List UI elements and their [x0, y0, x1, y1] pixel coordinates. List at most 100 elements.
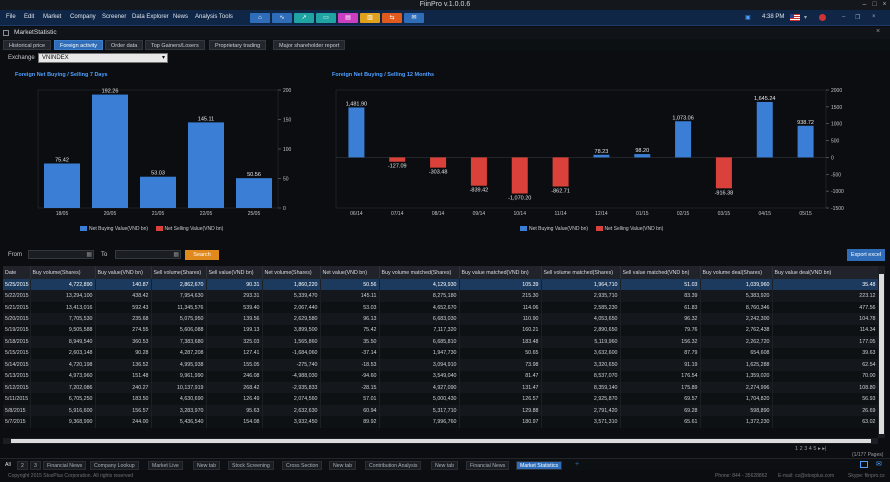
- maximize-button[interactable]: □: [872, 1, 877, 8]
- table-row[interactable]: 5/7/2015 9,368,990 244.00 5,436,540 154.08 3,…: [3, 416, 878, 428]
- table-row[interactable]: 5/15/2015 2,603,148 90.28 4,287,208 127.41 -1…: [3, 347, 878, 360]
- column-header[interactable]: Sell volume(Shares): [151, 266, 207, 279]
- notification-icon[interactable]: ▣: [745, 15, 751, 21]
- menu-data-explorer[interactable]: Data Explorer: [132, 14, 169, 20]
- workspace-tab-financial-news[interactable]: Financial News: [466, 461, 510, 470]
- workspace-tab-new-tab[interactable]: New tab: [431, 461, 459, 470]
- table-cell: 5/19/2015: [3, 324, 31, 337]
- next-page-icon[interactable]: ▸: [817, 446, 821, 452]
- power-icon[interactable]: [819, 14, 826, 21]
- table-row[interactable]: 5/12/2015 7,202,086 240.27 10,137,919 268.42…: [3, 381, 878, 394]
- workspace-tab-cross-section[interactable]: Cross Section: [282, 461, 323, 470]
- workspace-tab-financial-news[interactable]: Financial News: [43, 461, 87, 470]
- close-icon[interactable]: ×: [872, 14, 876, 20]
- search-button[interactable]: Search: [185, 250, 219, 260]
- table-cell: 7,383,680: [151, 336, 207, 348]
- export-excel-button[interactable]: Export excel: [847, 249, 885, 261]
- tab-proprietary-trading[interactable]: Proprietary trading: [209, 40, 267, 50]
- column-header[interactable]: Net volume(Shares): [262, 266, 321, 279]
- close-window-button[interactable]: ×: [882, 1, 887, 8]
- last-page-icon[interactable]: ▸|: [822, 446, 827, 452]
- column-header[interactable]: Sell value matched(VND bn): [620, 266, 701, 279]
- table-row[interactable]: 5/20/2015 7,705,530 235.68 5,075,950 139.56 2…: [3, 313, 878, 325]
- workspace-tab-2[interactable]: 2: [17, 461, 28, 470]
- restore-icon[interactable]: ❐: [855, 15, 861, 21]
- bar-chart-icon[interactable]: ▥: [360, 13, 380, 23]
- workspace-tab-market-live[interactable]: Market Live: [148, 461, 183, 470]
- table-row[interactable]: 5/18/2015 8,949,540 360.53 7,383,680 325.03 1…: [3, 336, 878, 348]
- from-date-input[interactable]: ▦: [28, 250, 94, 259]
- calendar-icon[interactable]: ▦: [173, 252, 179, 258]
- monitor-icon[interactable]: ▭: [316, 13, 336, 23]
- tab-major-shareholder-report[interactable]: Major shareholder report: [273, 40, 346, 50]
- min-icon[interactable]: –: [842, 14, 846, 20]
- page-link-5[interactable]: 5: [813, 446, 817, 452]
- tab-historical-price[interactable]: Historical price: [3, 40, 52, 50]
- menu-news[interactable]: News: [173, 14, 189, 20]
- table-cell: 114.34: [772, 324, 878, 337]
- table-vertical-scrollbar[interactable]: [878, 266, 885, 438]
- column-header[interactable]: Buy value deal(VND bn): [772, 266, 878, 279]
- menu-company[interactable]: Company: [70, 14, 96, 20]
- table-row[interactable]: 5/21/2015 13,413,016 592.43 11,345,576 539.4…: [3, 301, 878, 314]
- home-icon[interactable]: ⌂: [250, 13, 270, 23]
- add-tab-icon[interactable]: +: [575, 461, 580, 468]
- column-header[interactable]: Net value(VND bn): [320, 266, 380, 279]
- menu-market[interactable]: Market: [43, 14, 62, 20]
- menu-analysis-tools[interactable]: Analysis Tools: [195, 14, 233, 20]
- workspace-tab-stock-screening[interactable]: Stock Screening: [228, 461, 274, 470]
- column-header[interactable]: Sell value(VND bn): [206, 266, 263, 279]
- news-icon[interactable]: ✉: [404, 13, 424, 23]
- table-row[interactable]: 5/25/2015 4,722,890 140.87 2,862,670 90.31 1,…: [3, 279, 878, 291]
- calendar-icon[interactable]: ▦: [86, 252, 92, 258]
- workspace-tab-new-tab[interactable]: New tab: [193, 461, 221, 470]
- menu-file[interactable]: File: [6, 14, 16, 20]
- tab-order-data[interactable]: Order data: [105, 40, 144, 50]
- workspace-tab-all[interactable]: All: [5, 462, 11, 468]
- table-row[interactable]: 5/13/2015 4,973,960 151.48 9,961,990 246.08-…: [3, 370, 878, 382]
- chat-icon[interactable]: ✉: [876, 461, 882, 468]
- to-date-input[interactable]: ▦: [115, 250, 181, 259]
- exchange-select[interactable]: VNINDEX ▾: [38, 53, 168, 63]
- column-header[interactable]: Buy value matched(VND bn): [459, 266, 542, 279]
- page-link-2[interactable]: 2: [799, 446, 803, 452]
- menu-edit[interactable]: Edit: [24, 14, 35, 20]
- screen-icon[interactable]: [860, 461, 868, 468]
- chart-7days-legend: Net Buying Value(VND bn) Net Selling Val…: [80, 226, 223, 232]
- chevron-down-icon[interactable]: ▾: [804, 15, 808, 21]
- tab-foreign-activity[interactable]: Foreign activity: [54, 40, 103, 50]
- table-row[interactable]: 5/11/2015 6,705,250 183.50 4,630,690 126.49 2…: [3, 393, 878, 405]
- scrollbar-thumb[interactable]: [11, 439, 871, 443]
- column-header[interactable]: Buy volume(Shares): [30, 266, 96, 279]
- column-header[interactable]: Buy volume matched(Shares): [379, 266, 460, 279]
- chart-line-icon[interactable]: ∿: [272, 13, 292, 23]
- table-cell: 274.55: [95, 324, 152, 337]
- page-link-3[interactable]: 3: [804, 446, 808, 452]
- workspace-tab-contribution-analysis[interactable]: Contribution Analysis: [365, 461, 422, 470]
- panel-close-icon[interactable]: ×: [876, 28, 881, 35]
- minimize-button[interactable]: –: [862, 1, 867, 8]
- workspace-tab-market-statistics[interactable]: Market Statistics: [516, 461, 563, 470]
- screener-icon[interactable]: ▤: [338, 13, 358, 23]
- table-row[interactable]: 5/8/2015 5,916,600 156.57 3,283,970 95.63 2,6…: [3, 404, 878, 417]
- workspace-tab-3[interactable]: 3: [30, 461, 41, 470]
- table-horizontal-scrollbar[interactable]: [3, 438, 878, 444]
- table-row[interactable]: 5/19/2015 9,505,588 274.55 5,606,088 199.13 3…: [3, 324, 878, 337]
- compare-icon[interactable]: ⇆: [382, 13, 402, 23]
- table-row[interactable]: 5/14/2015 4,720,198 136.52 4,995,938 155.05-…: [3, 359, 878, 371]
- page-link-4[interactable]: 4: [808, 446, 812, 452]
- page-link-1[interactable]: 1: [795, 446, 799, 452]
- column-header[interactable]: Buy volume deal(Shares): [700, 266, 773, 279]
- tab-top-gainers-losers[interactable]: Top Gainers/Losers: [145, 40, 205, 50]
- menu-screener[interactable]: Screener: [102, 14, 127, 20]
- column-header[interactable]: Sell volume matched(Shares): [541, 266, 621, 279]
- x-tick-label: 02/15: [677, 211, 690, 217]
- trend-icon[interactable]: ↗: [294, 13, 314, 23]
- workspace-tab-new-tab[interactable]: New tab: [329, 461, 357, 470]
- flag-icon[interactable]: [790, 14, 800, 21]
- column-header[interactable]: Buy value(VND bn): [95, 266, 152, 279]
- scrollbar-thumb[interactable]: [879, 274, 884, 434]
- table-row[interactable]: 5/22/2015 13,294,100 438.42 7,954,630 293.31…: [3, 290, 878, 302]
- workspace-tab-company-lookup[interactable]: Company Lookup: [90, 461, 139, 470]
- column-header[interactable]: Date: [3, 266, 31, 279]
